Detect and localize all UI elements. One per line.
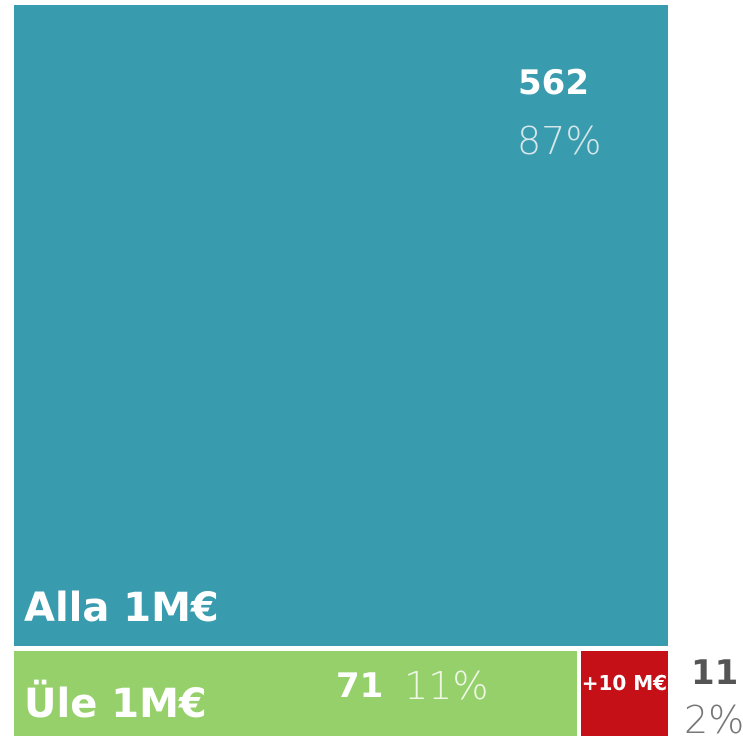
tile bbox=[14, 651, 577, 736]
category-label: Üle 1M€ bbox=[24, 681, 207, 727]
share-label: 87% bbox=[517, 119, 602, 163]
value-label: 11 bbox=[691, 653, 739, 693]
tile bbox=[580, 651, 668, 736]
category-label: +10 M€ bbox=[581, 671, 668, 695]
share-label: 2% bbox=[684, 698, 743, 736]
value-label: 71 bbox=[336, 666, 384, 706]
value-label: 562 bbox=[518, 63, 589, 103]
category-label: Alla 1M€ bbox=[24, 585, 219, 631]
tile bbox=[14, 5, 668, 646]
share-label: 11% bbox=[404, 664, 489, 708]
